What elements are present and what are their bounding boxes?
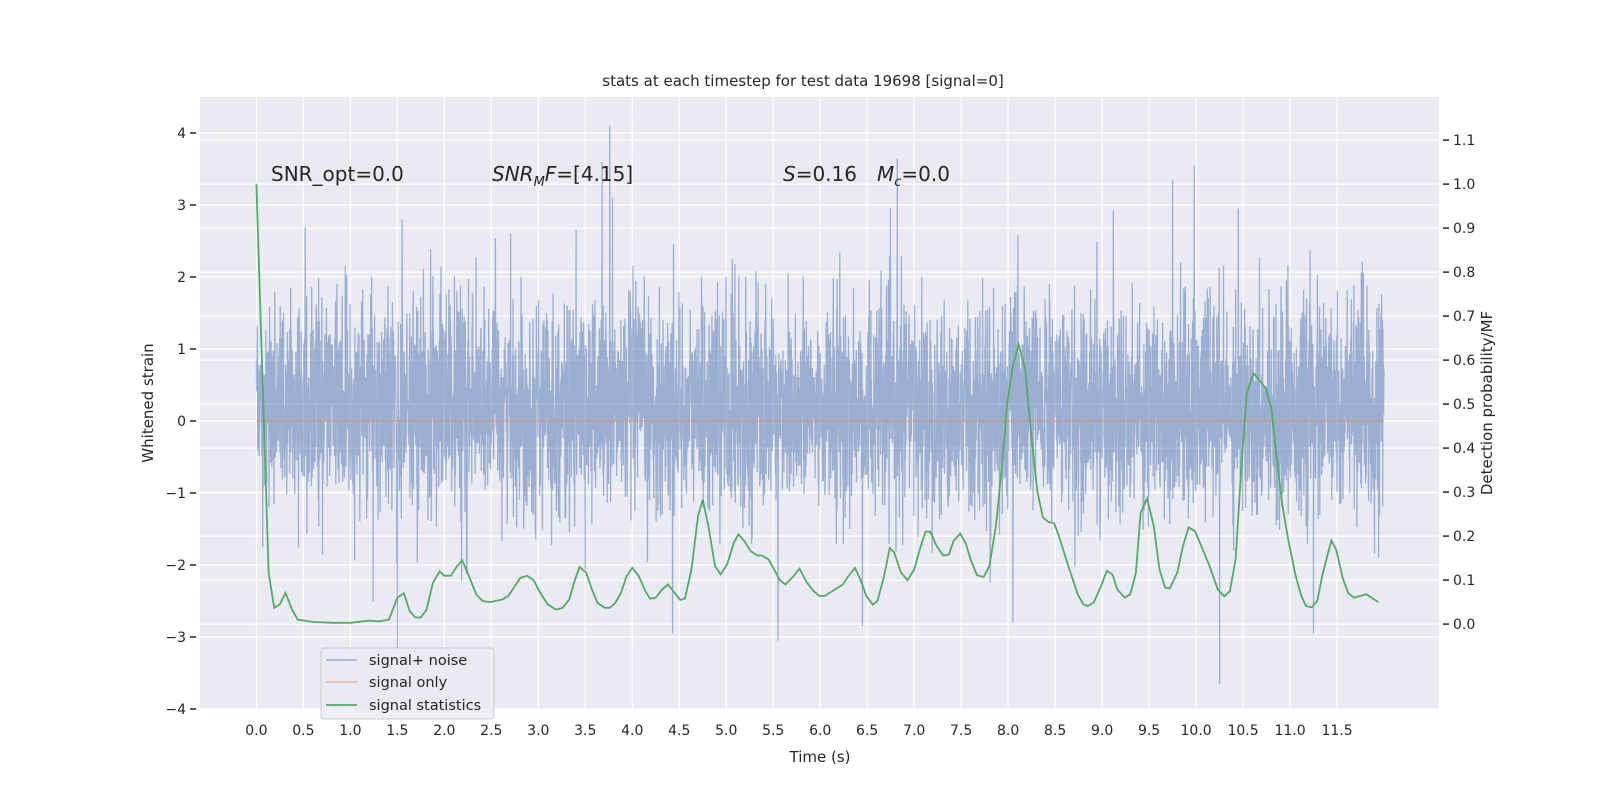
x-tick-label: 0.0 [245,723,267,739]
y-right-tick-label: 0.2 [1453,529,1475,545]
y-tick-label: −2 [165,558,186,574]
snr-mf-symbol2: F [545,162,557,186]
annotation-snr-opt: SNR_opt=0.0 [271,162,404,186]
y-tick-label: 4 [177,126,186,142]
signal-plus-noise-line [255,125,1385,684]
annotation-s: S=0.16 [783,162,857,186]
x-tick-label: 11.0 [1274,723,1305,739]
y-right-tick-label: 1.0 [1453,177,1475,193]
x-tick-label: 9.0 [1091,723,1113,739]
snr-mf-subscript: M [534,175,545,190]
y-right-tick-label: 0.9 [1453,221,1475,237]
x-tick-label: 1.0 [339,723,361,739]
x-tick-label: 10.0 [1181,723,1212,739]
y-right-tick-label: 0.1 [1453,573,1475,589]
y-axis-right-label: Detection probability/MF [1478,311,1496,495]
x-tick-label: 11.5 [1321,723,1352,739]
x-tick-label: 6.5 [856,723,878,739]
s-value: =0.16 [796,162,857,186]
x-tick-label: 4.5 [668,723,690,739]
mc-subscript: c [894,175,901,190]
y-tick-label: 2 [177,270,186,286]
y-tick-label: 3 [177,198,186,214]
x-tick-label: 7.5 [950,723,972,739]
x-tick-label: 3.5 [574,723,596,739]
snr-mf-value: =[4.15] [556,162,633,186]
legend-box [320,647,495,720]
x-tick-label: 3.0 [527,723,549,739]
legend-label-signal: signal only [369,675,448,691]
snr-mf-symbol: SNR [492,162,534,186]
mc-value: =0.0 [901,162,950,186]
x-tick-label: 1.5 [386,723,408,739]
x-axis-label: Time (s) [789,748,851,766]
x-tick-label: 2.0 [433,723,455,739]
x-tick-label: 9.5 [1138,723,1160,739]
x-tick-label: 8.5 [1044,723,1066,739]
y-right-tick-label: 0.8 [1453,265,1475,281]
legend-label-noise: signal+ noise [369,653,467,669]
y-tick-label: −1 [165,486,186,502]
x-tick-label: 0.5 [292,723,314,739]
y-right-tick-label: 0.3 [1453,485,1475,501]
x-tick-label: 4.0 [621,723,643,739]
s-symbol: S [783,162,796,186]
x-tick-label: 6.0 [809,723,831,739]
y-right-tick-label: 1.1 [1453,133,1475,149]
y-tick-label: −4 [165,702,186,718]
chart-title: stats at each timestep for test data 196… [602,72,1003,90]
y-tick-label: −3 [165,630,186,646]
y-right-tick-label: 0.5 [1453,397,1475,413]
y-right-tick-label: 0.4 [1453,441,1475,457]
x-tick-label: 2.5 [480,723,502,739]
annotation-mc: Mc=0.0 [877,162,950,190]
axis-ticks: 0.0 0.5 1.0 1.5 2.0 2.5 3.0 3.5 4.0 4.5 5.0 5.5 6.0 6… [165,126,1475,739]
x-tick-label: 7.0 [903,723,925,739]
y-axis-label: Whitened strain [139,343,157,462]
legend: signal+ noise signal only signal statist… [320,647,495,720]
legend-label-statistics: signal statistics [369,698,481,714]
y-right-tick-label: 0.0 [1453,617,1475,633]
x-tick-label: 5.5 [762,723,784,739]
mc-symbol: M [877,162,894,186]
y-right-tick-label: 0.7 [1453,309,1475,325]
x-tick-label: 5.0 [715,723,737,739]
x-tick-label: 8.0 [997,723,1019,739]
y-right-tick-label: 0.6 [1453,353,1475,369]
x-tick-label: 10.5 [1227,723,1258,739]
y-tick-label: 0 [177,414,186,430]
signal-statistics-line [255,184,1379,624]
annotation-snr-mf: SNRMF=[4.15] [492,162,633,190]
y-tick-label: 1 [177,342,186,358]
